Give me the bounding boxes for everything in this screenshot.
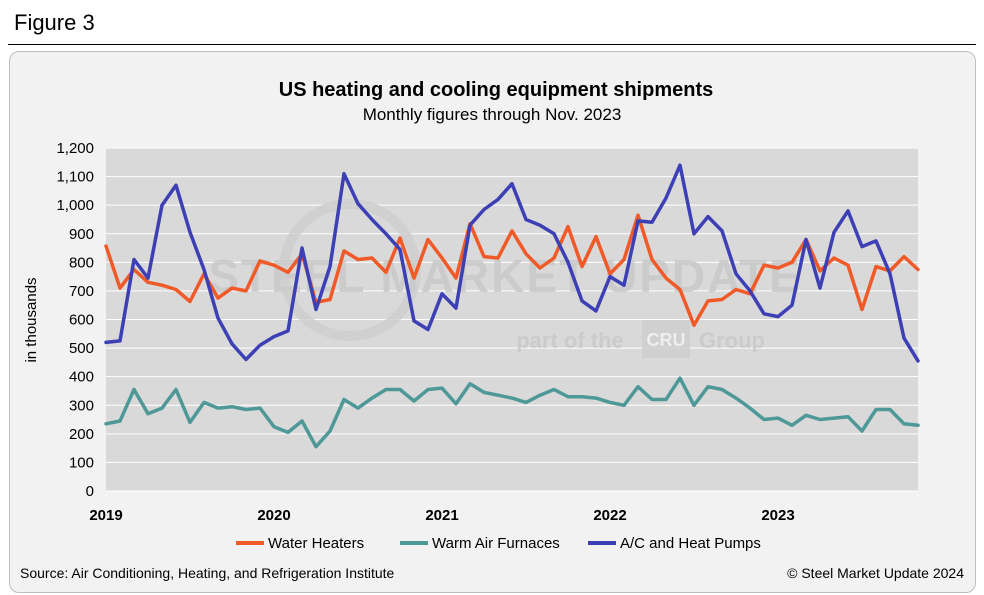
y-tick-label: 100: [69, 454, 94, 471]
copyright-note: © Steel Market Update 2024: [787, 565, 964, 581]
y-tick-label: 400: [69, 369, 94, 386]
watermark-mark: CRU: [647, 330, 686, 350]
chart-title: US heating and cooling equipment shipmen…: [279, 79, 713, 101]
series-line-water-heaters: [104, 213, 920, 327]
y-tick-label: 200: [69, 426, 94, 443]
y-tick-label: 300: [69, 397, 94, 414]
legend-label-water-heaters: Water Heaters: [268, 535, 364, 552]
y-tick-label: 600: [69, 312, 94, 329]
legend-label-warm-air-furnaces: Warm Air Furnaces: [432, 535, 560, 552]
x-tick-label: 2019: [89, 507, 122, 524]
y-tick-label: 500: [69, 340, 94, 357]
x-tick-label: 2020: [257, 507, 290, 524]
watermark: STEEL MARKET UPDATE part of the CRU Grou…: [208, 199, 800, 358]
y-tick-label: 1,100: [56, 169, 94, 186]
gridlines: [106, 147, 918, 492]
source-note: Source: Air Conditioning, Heating, and R…: [20, 565, 395, 581]
x-tick-label: 2023: [761, 507, 794, 524]
watermark-mark-box: [642, 320, 690, 358]
watermark-tagline-left: part of the: [516, 328, 624, 353]
x-tick-label: 2022: [593, 507, 626, 524]
x-axis-ticks: 2019 2020 2021 2022 2023: [89, 507, 794, 524]
y-tick-label: 1,200: [56, 140, 94, 157]
series-line-warm-air-furnaces: [104, 376, 920, 449]
y-tick-label: 1,000: [56, 197, 94, 214]
legend-label-a-c-and-heat-pumps: A/C and Heat Pumps: [620, 535, 761, 552]
series-lines: [104, 163, 920, 449]
y-tick-label: 0: [86, 483, 94, 500]
y-tick-label: 700: [69, 283, 94, 300]
legend: Water Heaters Warm Air Furnaces A/C and He…: [236, 535, 761, 552]
x-tick-label: 2021: [425, 507, 458, 524]
y-axis-label: in thousands: [23, 277, 40, 362]
chart-subtitle: Monthly figures through Nov. 2023: [363, 105, 622, 124]
watermark-tagline-right: Group: [699, 328, 765, 353]
y-tick-label: 800: [69, 254, 94, 271]
series-line-a-c-and-heat-pumps: [104, 163, 920, 363]
figure-divider: [8, 44, 976, 45]
y-tick-label: 900: [69, 226, 94, 243]
y-axis-ticks: 0 100 200 300 400 500 600 700 800 900 1,000 1,100 1,…: [56, 140, 94, 500]
figure-label: Figure 3: [14, 10, 95, 35]
